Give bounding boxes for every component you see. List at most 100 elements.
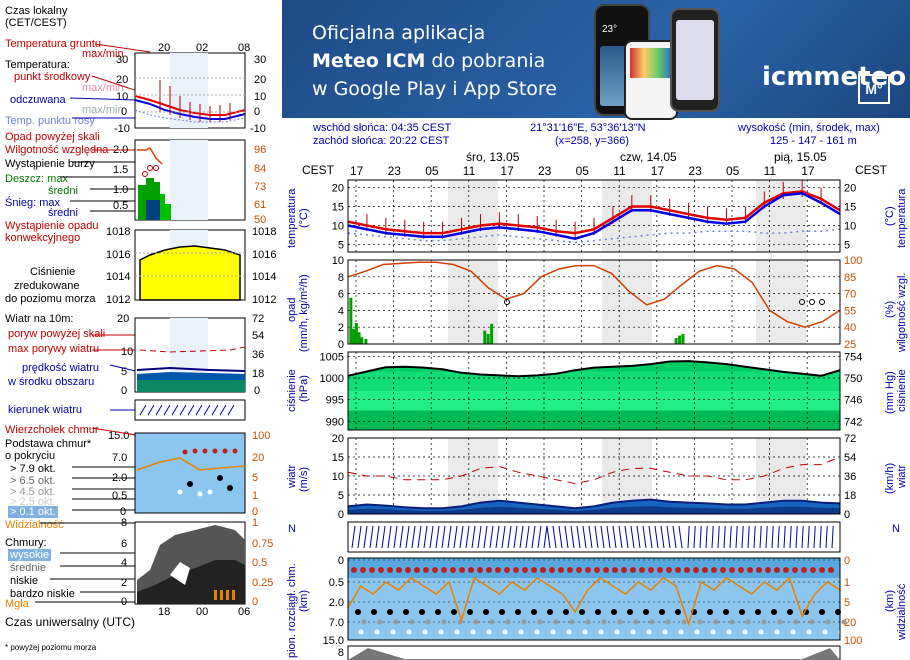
rt-w-2: 54: [252, 330, 265, 342]
cloud-top-dot: [423, 567, 429, 573]
storm-marker: [504, 299, 510, 305]
tz-right: CEST: [855, 163, 888, 177]
cloud-base-dot-dark: [595, 609, 601, 615]
wind-arrow: [660, 525, 665, 549]
cloud-base-dot-grey: [585, 619, 591, 625]
clouds-mid-label: średnie: [10, 562, 47, 574]
cloud-base-dot-grey: [489, 619, 495, 625]
vis-axis-label: widzialność: [896, 583, 908, 640]
cloud-base-45: > 4.5 okt.: [10, 486, 56, 498]
wind-arrow: [489, 525, 494, 549]
lt-w-4: 5: [121, 366, 128, 378]
precip-bar: [681, 333, 685, 344]
wind-arrow: [693, 525, 696, 549]
cloud-base-dot-white: [358, 629, 364, 635]
wind-arrow: [423, 525, 428, 549]
cloud-base-dot-white: [710, 629, 716, 635]
wind-arrow: [789, 525, 792, 549]
cloud-base-dot-white: [454, 629, 460, 635]
wind-arrow: [723, 525, 726, 549]
day-label-3: pią, 15.05: [774, 150, 827, 164]
wind-axis-label: wiatr: [286, 464, 298, 488]
lt-t-2: 20: [116, 74, 129, 86]
wind-ytick: 15: [332, 452, 344, 464]
wind-ytick: 0: [338, 509, 344, 521]
cloud-base-dot-dark: [531, 609, 537, 615]
rt-vis-3: 5: [252, 472, 259, 484]
cloud-top-dot: [702, 567, 708, 573]
press-axis-label: ciśnienie: [286, 369, 298, 412]
cloud-base-dot-dark: [659, 609, 665, 615]
press-ytick: 1000: [320, 373, 344, 385]
clouds-high-label: wysokie: [8, 549, 52, 561]
precip-bar: [486, 333, 490, 344]
press-ytick-r: 746: [844, 395, 862, 407]
cloud-base-dot-grey: [553, 619, 559, 625]
rt-cl-2: 0.75: [252, 538, 274, 550]
lt-w-1: 20: [117, 313, 130, 325]
rt-t-4: 0: [254, 106, 261, 118]
lt-w-5: 0: [121, 385, 128, 397]
cloud-top-dot: [459, 567, 465, 573]
clouds-area-2: [800, 648, 840, 660]
wind-arrow: [711, 525, 714, 549]
temp-ytick: 10: [332, 220, 344, 232]
wind-dir-label: kierunek wiatru: [8, 404, 82, 416]
wind-arrow: [624, 525, 629, 549]
cloud-top-dot: [387, 567, 393, 573]
cloud-base-dot-grey: [409, 619, 415, 625]
cloud-base-dot-white: [614, 629, 620, 635]
cloud-top-dot: [414, 567, 420, 573]
time-local-tz: (CET/CEST): [5, 17, 67, 29]
cloud-base-dot-white: [470, 629, 476, 635]
cloud-base-dot-dark: [723, 609, 729, 615]
snow-max-label: Śnieg: max: [5, 197, 61, 209]
precip-ytick: 10: [332, 255, 344, 267]
wind-arrow: [465, 525, 470, 549]
cloud-top-dot: [711, 567, 717, 573]
lt-p-4: 0.5: [113, 200, 129, 212]
cloud-base-dot-white: [582, 629, 588, 635]
cloud-top-dot: [396, 567, 402, 573]
cloud-base-dot-grey: [441, 619, 447, 625]
precip-night-shade: [756, 260, 806, 344]
clouds-vlow-label: bardzo niskie: [10, 588, 75, 600]
cloud-base-dot-white: [406, 629, 412, 635]
wind-arrow: [537, 525, 542, 549]
phone-temp: 23°: [602, 24, 618, 35]
rt-vis-5: 0: [252, 506, 259, 518]
wind-ytick-r: 18: [844, 490, 856, 502]
wind-arrow: [519, 525, 524, 549]
utc-label: Czas uniwersalny (UTC): [5, 615, 136, 629]
wind-arrow: [642, 525, 647, 549]
wind-arrow: [630, 525, 635, 549]
wind-ytick-r: 54: [844, 452, 856, 464]
cloud-base-dot-white: [774, 629, 780, 635]
wind-arrow: [600, 525, 605, 549]
cloud-base-dot-grey: [633, 619, 639, 625]
feels-maxmin-label: max/min: [82, 104, 124, 116]
cloud-base-dot-white: [822, 629, 828, 635]
wind-arrow: [411, 525, 416, 549]
clouds-label: Chmury:: [5, 537, 47, 549]
cloud-top-dot: [648, 567, 654, 573]
precip-bar: [360, 337, 364, 344]
elevation-values: 125 - 147 - 161 m: [770, 135, 857, 147]
wind-arrow: [564, 525, 569, 549]
cloud-top-dot: [441, 567, 447, 573]
precip-bar: [490, 323, 494, 344]
top-hour-3: 08: [238, 42, 251, 54]
cloud-top-dot: [630, 567, 636, 573]
wind-speed-label: prędkość wiatru: [22, 362, 100, 374]
wind-arrow: [582, 525, 587, 549]
precip-bar: [674, 338, 678, 344]
cloud-base-label: Podstawa chmur*: [5, 438, 92, 450]
press-ytick-r: 754: [844, 351, 862, 363]
cloud-base-dot-grey: [841, 619, 847, 625]
cloud-base-dot-dark: [419, 609, 425, 615]
day-label-1: śro, 13.05: [466, 150, 520, 164]
cloud-top-dot: [378, 567, 384, 573]
temp-axis-label-r: temperatura: [896, 188, 908, 248]
precip-axis-label: opad: [286, 297, 298, 322]
app-promo-banner[interactable]: Oficjalna aplikacja Meteo ICM do pobrani…: [282, 0, 910, 120]
